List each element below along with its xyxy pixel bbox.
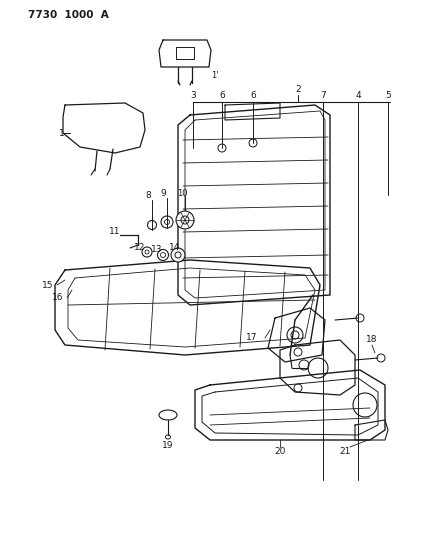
Text: 12: 12 bbox=[134, 243, 146, 252]
Text: 21: 21 bbox=[339, 448, 351, 456]
Ellipse shape bbox=[176, 211, 194, 229]
Text: 16: 16 bbox=[52, 294, 64, 303]
Text: 9: 9 bbox=[160, 190, 166, 198]
Ellipse shape bbox=[171, 248, 185, 262]
Text: 19: 19 bbox=[162, 440, 174, 449]
Text: 4: 4 bbox=[355, 92, 361, 101]
Text: 11: 11 bbox=[109, 227, 121, 236]
Text: 14: 14 bbox=[169, 243, 181, 252]
Text: 17: 17 bbox=[246, 334, 258, 343]
Text: 18: 18 bbox=[366, 335, 378, 344]
Text: 10: 10 bbox=[177, 189, 187, 198]
Text: 7730  1000  A: 7730 1000 A bbox=[28, 10, 109, 20]
Text: 1: 1 bbox=[59, 128, 65, 138]
Text: 6: 6 bbox=[250, 92, 256, 101]
Text: 1': 1' bbox=[211, 70, 219, 79]
Text: 6: 6 bbox=[219, 92, 225, 101]
Text: 7: 7 bbox=[320, 92, 326, 101]
Text: 13: 13 bbox=[151, 246, 163, 254]
Text: 5: 5 bbox=[385, 92, 391, 101]
Text: 15: 15 bbox=[42, 280, 54, 289]
Text: 8: 8 bbox=[145, 191, 151, 200]
Text: 2: 2 bbox=[295, 85, 301, 94]
Text: 3: 3 bbox=[190, 92, 196, 101]
Text: 20: 20 bbox=[274, 448, 285, 456]
